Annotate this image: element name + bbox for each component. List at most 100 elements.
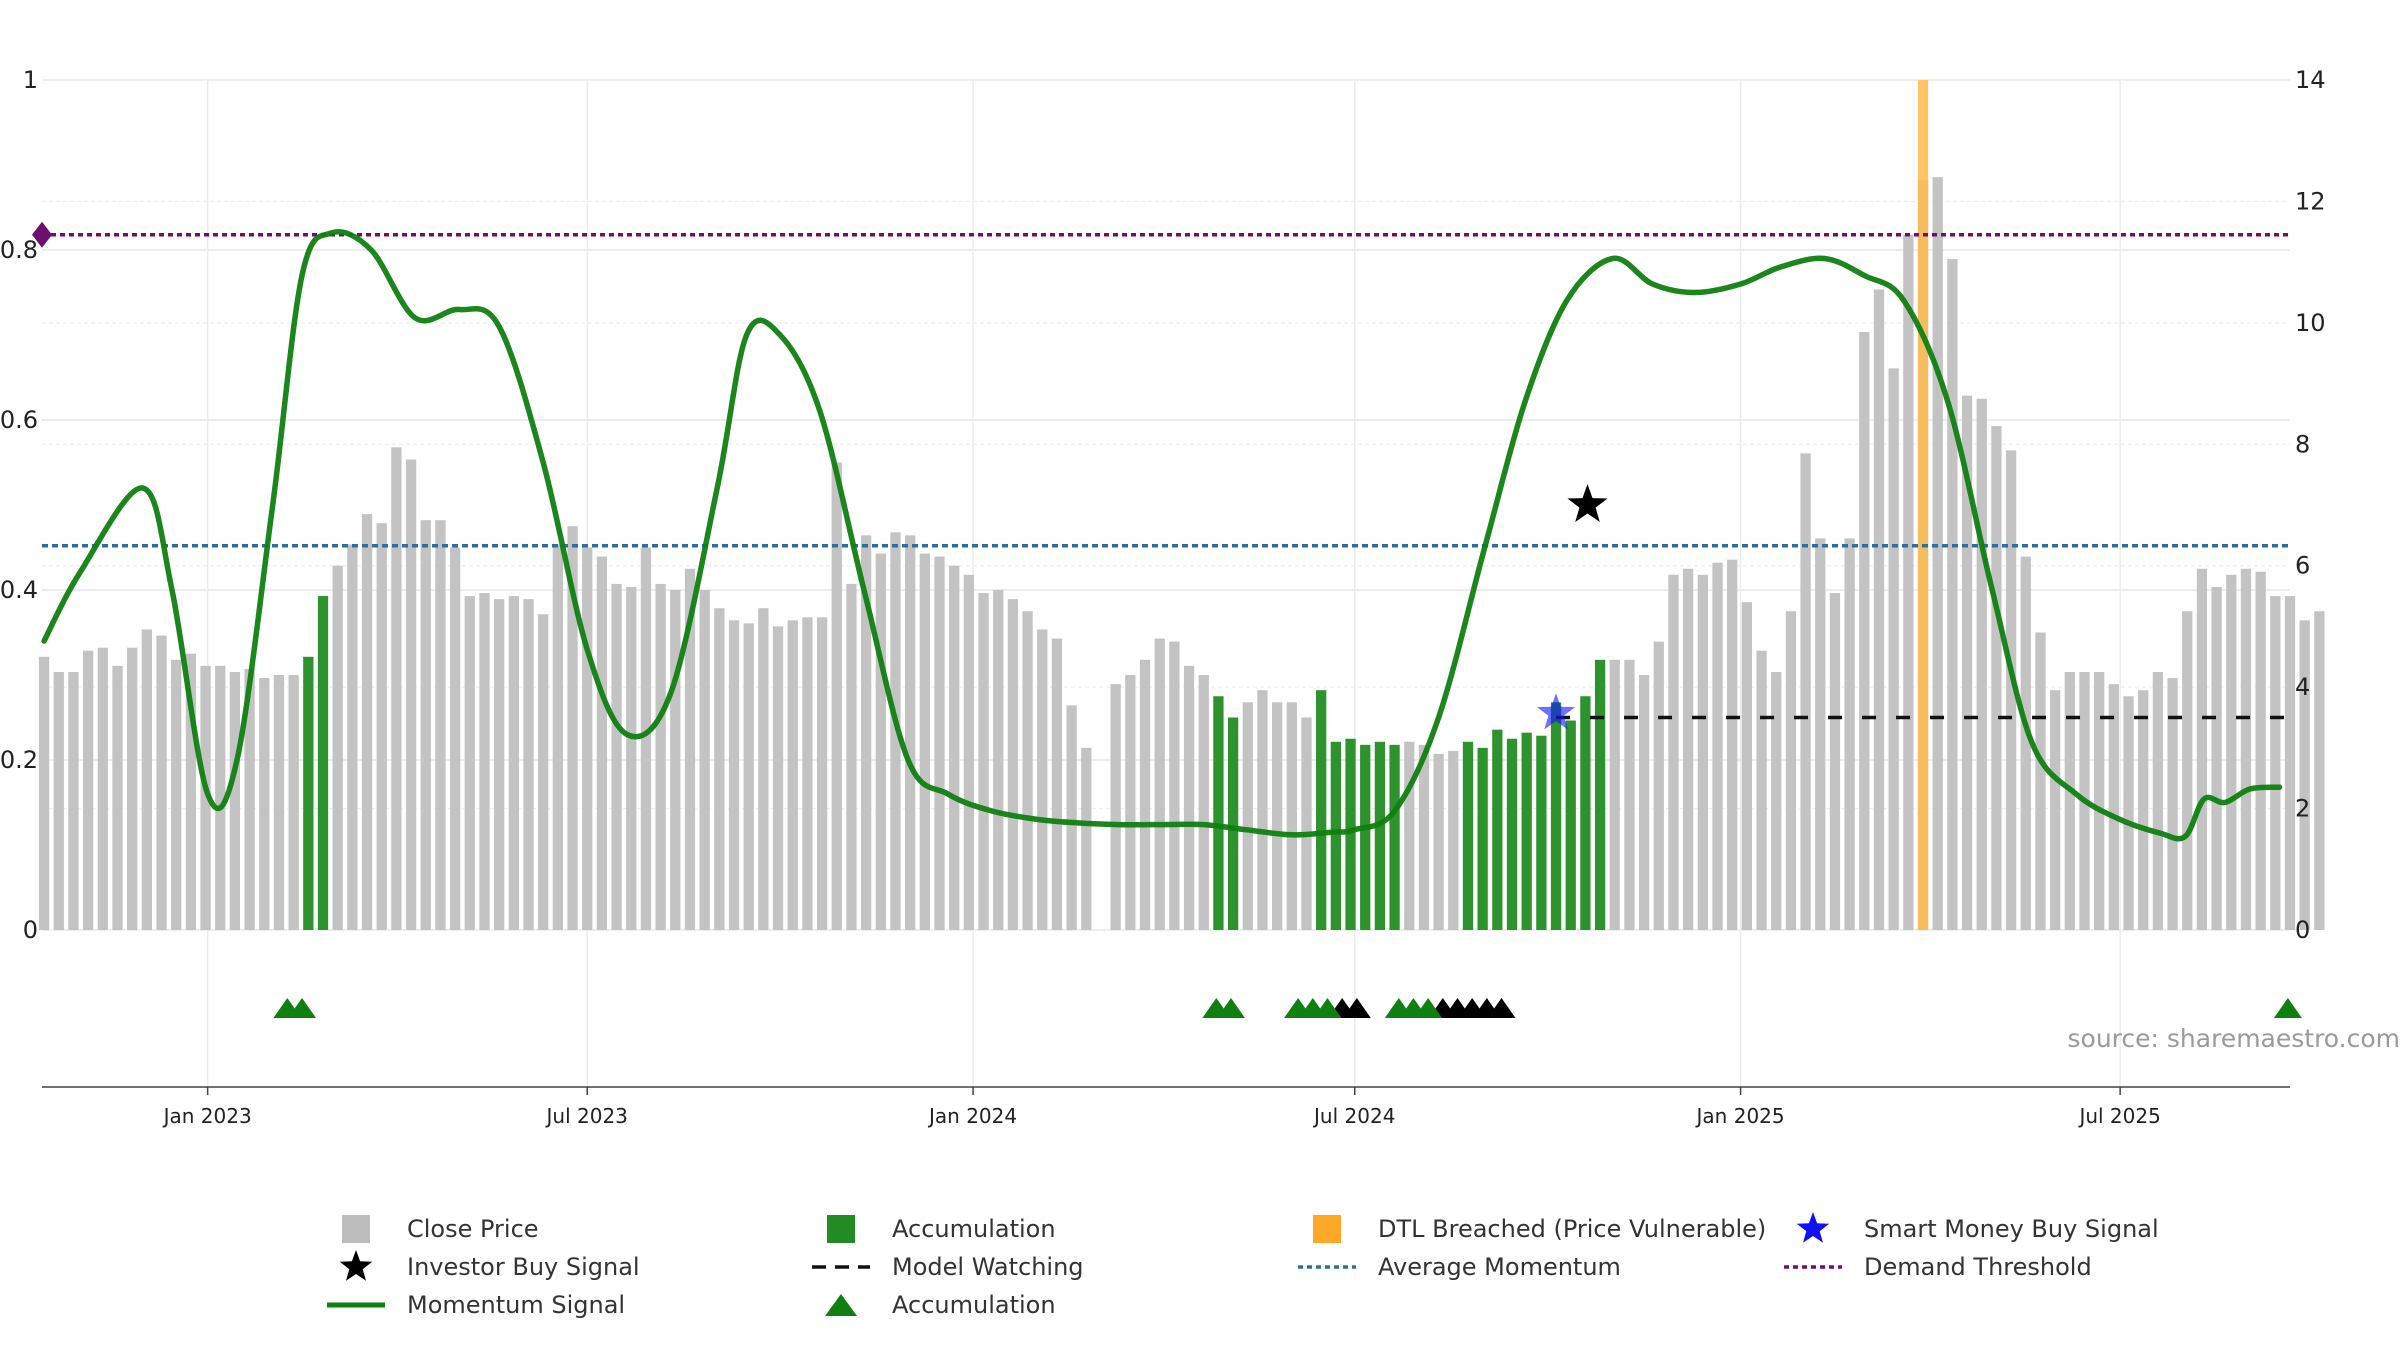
close-price-bar <box>640 547 652 930</box>
close-price-bar <box>2211 586 2222 930</box>
close-price-bar <box>787 620 798 930</box>
close-price-bar <box>1257 690 1268 930</box>
close-price-bar <box>1829 593 1841 930</box>
legend-dotted-icon <box>1298 1265 1356 1269</box>
legend-item-accumulation-bar: Accumulation <box>808 1211 1056 1247</box>
legend-item-accumulation-marker: Accumulation <box>808 1287 1056 1323</box>
close-price-bar <box>2094 671 2105 930</box>
demand-threshold-diamond-icon <box>32 221 52 248</box>
close-price-bar <box>816 617 828 930</box>
close-price-bar <box>97 647 108 930</box>
accumulation-bar <box>1345 738 1356 930</box>
close-price-bar <box>978 593 989 930</box>
close-price-bar <box>2255 571 2266 930</box>
close-price-bar <box>670 590 681 930</box>
momentum-signal-line <box>41 229 2283 842</box>
close-price-bar <box>1712 562 1723 930</box>
close-price-bar <box>1903 234 1914 931</box>
close-price-bar <box>2005 450 2017 930</box>
close-price-bar <box>435 520 446 930</box>
right-tick-label: 0 <box>2295 916 2310 944</box>
close-price-bar <box>552 544 564 930</box>
legend-item-model-watching: Model Watching <box>808 1249 1084 1285</box>
close-price-bar <box>1418 744 1430 930</box>
signal-lines <box>32 221 2290 842</box>
legend-dash-icon <box>812 1265 870 1269</box>
close-price-bar <box>2064 671 2075 930</box>
close-price-bar <box>1771 671 1782 930</box>
close-price-bar <box>2270 596 2281 930</box>
accumulation-bar <box>1550 702 1562 930</box>
close-price-bar <box>1051 638 1063 930</box>
left-tick-label: 0.6 <box>0 406 38 434</box>
close-price-bar <box>1198 675 1209 930</box>
dtl-breached-bar <box>1917 80 1929 930</box>
close-price-bar <box>582 547 593 930</box>
close-price-bar <box>2138 690 2149 930</box>
close-price-bar <box>2314 611 2325 930</box>
close-price-bar <box>1110 684 1121 930</box>
right-tick-label: 12 <box>2295 187 2326 215</box>
left-tick-label: 0.2 <box>0 746 38 774</box>
close-price-bar <box>772 626 784 930</box>
close-price-bar <box>567 526 578 930</box>
legend-item-demand-threshold: Demand Threshold <box>1780 1249 2092 1285</box>
accumulation-bar <box>303 656 314 930</box>
close-price-bar <box>1800 453 1811 930</box>
accumulation-triangle-icon <box>1217 998 1246 1018</box>
close-price-bar <box>684 568 696 930</box>
accumulation-bar <box>1536 735 1547 930</box>
close-price-bar <box>127 647 138 930</box>
close-price-bar <box>1873 289 1885 930</box>
close-price-bar <box>171 659 182 930</box>
close-price-bar <box>391 447 402 930</box>
close-price-bar <box>1859 331 1870 930</box>
close-price-bar <box>420 520 431 930</box>
close-price-bar <box>699 590 710 930</box>
close-price-bar <box>596 556 608 930</box>
close-price-bar <box>860 535 872 930</box>
close-price-bar <box>376 523 387 930</box>
x-tick-label: Jan 2024 <box>927 1104 1017 1128</box>
smart-money-buy-star-icon <box>1537 693 1576 730</box>
close-price-bar <box>831 462 842 930</box>
left-tick-label: 0.4 <box>0 576 38 604</box>
right-tick-label: 4 <box>2295 673 2310 701</box>
accumulation-bar <box>1594 659 1606 930</box>
close-price-bar <box>1007 599 1019 930</box>
legend-star-icon <box>1796 1212 1830 1243</box>
close-price-bar <box>464 596 475 930</box>
x-tick-label: Jul 2025 <box>2077 1104 2160 1128</box>
left-tick-label: 0 <box>23 916 38 944</box>
accumulation-bar <box>1227 717 1239 930</box>
close-price-bar <box>1947 259 1958 930</box>
close-price-bar <box>1844 538 1855 930</box>
close-price-bar <box>1961 395 1973 930</box>
right-tick-label: 2 <box>2295 795 2310 823</box>
legend-square-icon <box>1313 1215 1341 1243</box>
accumulation-bar <box>1374 741 1386 930</box>
black-accumulation-triangle-icon <box>1342 998 1371 1018</box>
close-price-bar <box>215 665 226 930</box>
accumulation-bar <box>1213 696 1224 930</box>
close-price-bar <box>993 590 1004 930</box>
legend-item-investor-buy-signal: Investor Buy Signal <box>323 1249 640 1285</box>
close-price-bar <box>1815 538 1826 930</box>
close-price-bar <box>846 583 857 930</box>
legend-item-momentum-signal: Momentum Signal <box>323 1287 625 1323</box>
close-price-bar <box>1169 641 1180 930</box>
close-price-bar <box>714 608 725 930</box>
close-price-bar <box>2020 556 2031 930</box>
close-price-bar <box>1756 650 1767 930</box>
legend-label: Accumulation <box>892 1291 1056 1319</box>
close-price-bar <box>2196 568 2208 930</box>
close-price-bar <box>259 678 270 930</box>
close-price-bar <box>288 675 299 930</box>
legend-label: Smart Money Buy Signal <box>1864 1215 2159 1243</box>
close-price-bar <box>82 650 94 930</box>
signal-markers <box>273 484 2302 1018</box>
close-price-bar <box>185 653 197 930</box>
accumulation-bar <box>1330 741 1341 930</box>
close-price-bar <box>2049 690 2061 930</box>
